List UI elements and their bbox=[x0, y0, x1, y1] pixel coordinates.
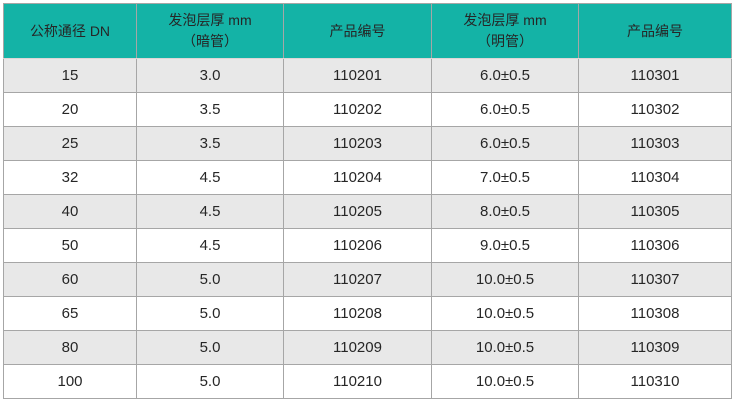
cell-product-code-2: 110305 bbox=[578, 194, 732, 229]
cell-product-code-2: 110304 bbox=[578, 160, 732, 195]
cell-dn: 65 bbox=[3, 296, 137, 331]
cell-dn: 25 bbox=[3, 126, 137, 161]
cell-product-code-1: 110210 bbox=[283, 364, 432, 399]
cell-dn: 20 bbox=[3, 92, 137, 127]
cell-dn: 40 bbox=[3, 194, 137, 229]
cell-product-code-1: 110204 bbox=[283, 160, 432, 195]
cell-dn: 80 bbox=[3, 330, 137, 365]
cell-thickness-concealed: 4.5 bbox=[136, 160, 284, 195]
cell-product-code-2: 110308 bbox=[578, 296, 732, 331]
cell-product-code-2: 110302 bbox=[578, 92, 732, 127]
cell-product-code-1: 110207 bbox=[283, 262, 432, 297]
table-row: 15 3.0 110201 6.0±0.5 110301 bbox=[3, 58, 732, 93]
cell-product-code-2: 110301 bbox=[578, 58, 732, 93]
cell-dn: 100 bbox=[3, 364, 137, 399]
table-row: 65 5.0 110208 10.0±0.5 110308 bbox=[3, 296, 732, 331]
cell-product-code-2: 110307 bbox=[578, 262, 732, 297]
table-row: 32 4.5 110204 7.0±0.5 110304 bbox=[3, 160, 732, 195]
cell-thickness-exposed: 10.0±0.5 bbox=[431, 262, 579, 297]
cell-product-code-1: 110209 bbox=[283, 330, 432, 365]
spec-table: 公称通径 DN 发泡层厚 mm （暗管） 产品编号 发泡层厚 mm （明管） 产… bbox=[3, 3, 732, 399]
cell-thickness-exposed: 7.0±0.5 bbox=[431, 160, 579, 195]
cell-product-code-1: 110203 bbox=[283, 126, 432, 161]
cell-thickness-concealed: 5.0 bbox=[136, 364, 284, 399]
cell-thickness-concealed: 3.0 bbox=[136, 58, 284, 93]
cell-thickness-concealed: 4.5 bbox=[136, 194, 284, 229]
table-row: 20 3.5 110202 6.0±0.5 110302 bbox=[3, 92, 732, 127]
cell-dn: 60 bbox=[3, 262, 137, 297]
cell-thickness-exposed: 6.0±0.5 bbox=[431, 58, 579, 93]
cell-dn: 15 bbox=[3, 58, 137, 93]
cell-product-code-2: 110310 bbox=[578, 364, 732, 399]
cell-product-code-2: 110306 bbox=[578, 228, 732, 263]
cell-dn: 50 bbox=[3, 228, 137, 263]
cell-thickness-concealed: 5.0 bbox=[136, 330, 284, 365]
cell-thickness-exposed: 6.0±0.5 bbox=[431, 92, 579, 127]
table-row: 50 4.5 110206 9.0±0.5 110306 bbox=[3, 228, 732, 263]
cell-product-code-1: 110206 bbox=[283, 228, 432, 263]
header-foam-thickness-concealed: 发泡层厚 mm （暗管） bbox=[136, 3, 284, 59]
cell-product-code-1: 110202 bbox=[283, 92, 432, 127]
header-product-code-1: 产品编号 bbox=[283, 3, 432, 59]
table-row: 25 3.5 110203 6.0±0.5 110303 bbox=[3, 126, 732, 161]
cell-thickness-exposed: 6.0±0.5 bbox=[431, 126, 579, 161]
cell-thickness-concealed: 5.0 bbox=[136, 296, 284, 331]
table-row: 60 5.0 110207 10.0±0.5 110307 bbox=[3, 262, 732, 297]
cell-thickness-exposed: 10.0±0.5 bbox=[431, 330, 579, 365]
header-nominal-diameter: 公称通径 DN bbox=[3, 3, 137, 59]
table-row: 40 4.5 110205 8.0±0.5 110305 bbox=[3, 194, 732, 229]
header-foam-thickness-exposed: 发泡层厚 mm （明管） bbox=[431, 3, 579, 59]
header-row: 公称通径 DN 发泡层厚 mm （暗管） 产品编号 发泡层厚 mm （明管） 产… bbox=[3, 3, 732, 59]
cell-thickness-exposed: 10.0±0.5 bbox=[431, 364, 579, 399]
cell-thickness-concealed: 3.5 bbox=[136, 126, 284, 161]
cell-product-code-1: 110205 bbox=[283, 194, 432, 229]
table-row: 80 5.0 110209 10.0±0.5 110309 bbox=[3, 330, 732, 365]
cell-thickness-concealed: 3.5 bbox=[136, 92, 284, 127]
cell-product-code-2: 110303 bbox=[578, 126, 732, 161]
cell-product-code-1: 110208 bbox=[283, 296, 432, 331]
cell-thickness-exposed: 9.0±0.5 bbox=[431, 228, 579, 263]
cell-thickness-concealed: 4.5 bbox=[136, 228, 284, 263]
cell-dn: 32 bbox=[3, 160, 137, 195]
cell-thickness-exposed: 8.0±0.5 bbox=[431, 194, 579, 229]
cell-product-code-1: 110201 bbox=[283, 58, 432, 93]
cell-product-code-2: 110309 bbox=[578, 330, 732, 365]
header-product-code-2: 产品编号 bbox=[578, 3, 732, 59]
cell-thickness-exposed: 10.0±0.5 bbox=[431, 296, 579, 331]
table-row: 100 5.0 110210 10.0±0.5 110310 bbox=[3, 364, 732, 399]
cell-thickness-concealed: 5.0 bbox=[136, 262, 284, 297]
